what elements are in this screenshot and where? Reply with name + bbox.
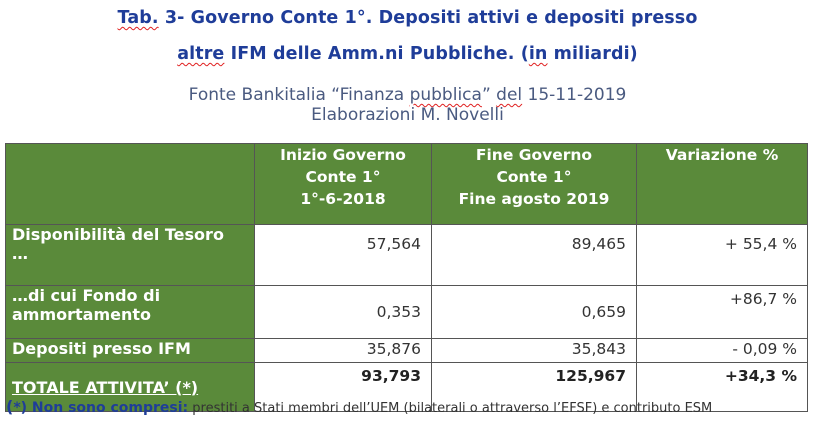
- cell-end: 89,465: [431, 224, 637, 286]
- table-title-line-1: Tab. 3- Governo Conte 1°. Depositi attiv…: [0, 8, 815, 28]
- header-end-l3: Fine agosto 2019: [458, 190, 610, 208]
- header-end-l1: Fine Governo: [475, 146, 593, 164]
- cell-start: 0,353: [254, 285, 432, 339]
- header-change: Variazione %: [636, 143, 808, 225]
- cell-start: 35,876: [254, 338, 432, 363]
- row-label-l1: Disponibilità del Tesoro: [12, 225, 224, 244]
- header-change-l1: Variazione %: [665, 146, 779, 164]
- source-text-b: ”: [481, 85, 497, 105]
- row-label: …di cui Fondo di ammortamento: [5, 285, 255, 339]
- table-row: Depositi presso IFM 35,876 35,843 - 0,09…: [5, 338, 808, 363]
- row-label-l2: ammortamento: [12, 305, 152, 324]
- source-text-a: Fonte Bankitalia “Finanza: [188, 85, 410, 105]
- table-row: Disponibilità del Tesoro … 57,564 89,465…: [5, 224, 808, 286]
- header-start-l2: Conte 1°: [305, 168, 381, 186]
- cell-start: 57,564: [254, 224, 432, 286]
- footnote-paren: (: [6, 397, 14, 416]
- source-pubblica-word: pubblica: [409, 85, 482, 105]
- cell-end: 35,843: [431, 338, 637, 363]
- source-line-1: Fonte Bankitalia “Finanza pubblica” del …: [0, 85, 815, 105]
- header-start-l3: 1°-6-2018: [300, 190, 386, 208]
- title-line-2-mid: IFM delle Amm.ni Pubbliche. (: [224, 44, 529, 64]
- header-start: Inizio Governo Conte 1° 1°-6-2018: [254, 143, 432, 225]
- cell-change: + 55,4 %: [636, 224, 808, 286]
- header-empty-cell: [5, 143, 255, 225]
- title-in-word: in: [528, 44, 548, 64]
- row-label-total: TOTALE ATTIVITA’ (*): [5, 362, 255, 412]
- source-date: 15-11-2019: [522, 85, 627, 105]
- source-line-2: Elaborazioni M. Novelli: [311, 105, 504, 125]
- table-row: …di cui Fondo di ammortamento 0,353 0,65…: [5, 285, 808, 339]
- row-label-l2: …: [12, 244, 28, 263]
- cell-change: - 0,09 %: [636, 338, 808, 363]
- title-line-1-text: 3- Governo Conte 1°. Depositi attivi e d…: [158, 8, 698, 28]
- total-label: TOTALE ATTIVITA’ (*): [12, 377, 199, 397]
- table-title-line-2: altre IFM delle Amm.ni Pubbliche. (in mi…: [0, 44, 815, 64]
- footnote-bold: *) Non sono compresi:: [13, 400, 189, 416]
- table-row-total: TOTALE ATTIVITA’ (*) 93,793 125,967 +34,…: [5, 362, 808, 412]
- cell-end: 0,659: [431, 285, 637, 339]
- footnote: (*) Non sono compresi: prestiti a Stati …: [6, 397, 712, 416]
- title-tab-word: Tab.: [117, 8, 159, 28]
- row-label: Depositi presso IFM: [5, 338, 255, 363]
- header-end-l2: Conte 1°: [496, 168, 572, 186]
- deposits-table: Inizio Governo Conte 1° 1°-6-2018 Fine G…: [5, 143, 808, 412]
- row-label-l1: …di cui Fondo di: [12, 286, 161, 305]
- footnote-text: prestiti a Stati membri dell’UEM (bilate…: [188, 401, 713, 416]
- title-line-2-end: miliardi): [547, 44, 638, 64]
- title-altre-word: altre: [177, 44, 225, 64]
- table-header-row: Inizio Governo Conte 1° 1°-6-2018 Fine G…: [5, 143, 808, 225]
- header-end: Fine Governo Conte 1° Fine agosto 2019: [431, 143, 637, 225]
- header-start-l1: Inizio Governo: [280, 146, 406, 164]
- row-label: Disponibilità del Tesoro …: [5, 224, 255, 286]
- cell-change: +34,3 %: [636, 362, 808, 412]
- cell-end: 125,967: [431, 362, 637, 412]
- source-del-word: del: [496, 85, 523, 105]
- cell-change: +86,7 %: [636, 285, 808, 339]
